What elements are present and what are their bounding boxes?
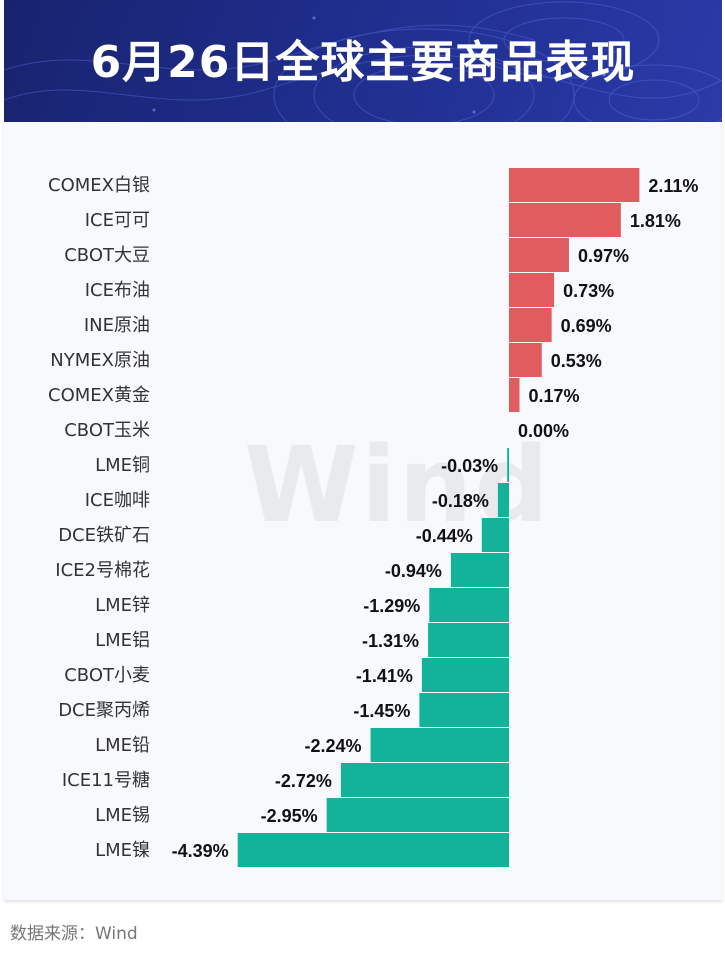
value-label: -2.24% bbox=[305, 736, 362, 756]
value-label: -1.29% bbox=[363, 596, 420, 616]
category-label: ICE布油 bbox=[85, 280, 150, 301]
value-label: -1.41% bbox=[356, 666, 413, 686]
value-label: -0.94% bbox=[385, 561, 442, 581]
page-title: 6月26日全球主要商品表现 bbox=[90, 37, 636, 88]
category-label: LME铝 bbox=[95, 630, 150, 651]
value-label: 0.73% bbox=[563, 281, 614, 301]
category-label: LME锡 bbox=[95, 805, 150, 826]
category-label: COMEX黄金 bbox=[48, 385, 150, 406]
bar bbox=[509, 378, 520, 412]
value-label: -1.31% bbox=[362, 631, 419, 651]
category-label: ICE咖啡 bbox=[85, 490, 150, 511]
value-label: 2.11% bbox=[648, 176, 698, 196]
category-label: LME锌 bbox=[95, 595, 150, 616]
bar bbox=[509, 273, 555, 307]
bar bbox=[421, 658, 509, 692]
bar bbox=[509, 343, 542, 377]
bar bbox=[509, 308, 552, 342]
category-label: COMEX白银 bbox=[48, 175, 150, 196]
category-label: CBOT玉米 bbox=[64, 420, 150, 441]
value-label: -1.45% bbox=[353, 701, 410, 721]
bar bbox=[509, 168, 640, 202]
category-label: ICE2号棉花 bbox=[55, 560, 150, 581]
bar bbox=[429, 588, 509, 622]
value-label: -0.03% bbox=[441, 456, 498, 476]
header-banner: 6月26日全球主要商品表现 bbox=[4, 0, 722, 122]
bar bbox=[370, 728, 509, 762]
value-label: 1.81% bbox=[630, 211, 681, 231]
category-label: DCE铁矿石 bbox=[58, 525, 150, 546]
bar bbox=[497, 483, 509, 517]
value-label: 0.00% bbox=[518, 421, 569, 441]
bar bbox=[419, 693, 509, 727]
contour-decoration-icon bbox=[4, 1, 722, 122]
bar bbox=[326, 798, 509, 832]
category-label: LME镍 bbox=[95, 840, 150, 861]
value-label: -4.39% bbox=[172, 841, 229, 861]
data-source: 数据来源：Wind bbox=[10, 924, 138, 944]
bar bbox=[340, 763, 509, 797]
category-label: INE原油 bbox=[84, 315, 150, 336]
bar bbox=[237, 833, 509, 867]
value-label: 0.97% bbox=[578, 246, 629, 266]
bar bbox=[428, 623, 509, 657]
category-label: CBOT小麦 bbox=[64, 665, 150, 686]
value-label: 0.17% bbox=[529, 386, 580, 406]
category-label: CBOT大豆 bbox=[64, 245, 150, 266]
category-label: NYMEX原油 bbox=[50, 350, 150, 371]
category-label: ICE可可 bbox=[85, 210, 150, 231]
category-label: DCE聚丙烯 bbox=[58, 700, 150, 721]
value-label: -0.18% bbox=[432, 491, 489, 511]
bar bbox=[509, 238, 569, 272]
value-label: -2.72% bbox=[275, 771, 332, 791]
bar bbox=[450, 553, 509, 587]
value-label: -0.44% bbox=[416, 526, 473, 546]
category-label: LME铜 bbox=[95, 455, 150, 476]
value-label: -2.95% bbox=[261, 806, 318, 826]
value-label: 0.53% bbox=[551, 351, 602, 371]
bar bbox=[507, 448, 509, 482]
bar bbox=[509, 203, 621, 237]
category-label: LME铅 bbox=[95, 735, 150, 756]
category-label: ICE11号糖 bbox=[62, 770, 150, 791]
value-label: 0.69% bbox=[561, 316, 612, 336]
bar bbox=[481, 518, 509, 552]
